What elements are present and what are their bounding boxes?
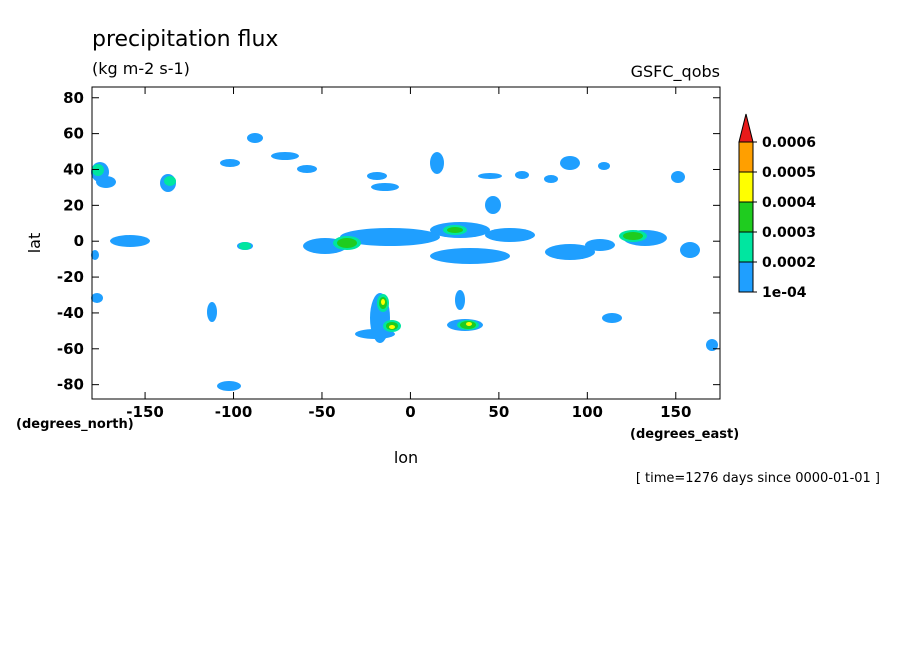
- contour-region: [220, 159, 240, 167]
- contour-region: [485, 228, 535, 242]
- contour-region: [340, 228, 440, 246]
- contour-region: [355, 329, 395, 339]
- contour-region: [466, 322, 472, 326]
- contour-region: [515, 171, 529, 179]
- y-tick-label: -60: [57, 340, 84, 358]
- y-tick-label: 60: [63, 125, 84, 143]
- contour-region: [478, 173, 502, 179]
- x-tick-label: -50: [308, 403, 335, 421]
- colorbar-band: [738, 231, 754, 263]
- x-tick-label: 150: [660, 403, 691, 421]
- y-tick-label: 40: [63, 160, 84, 178]
- contour-region: [239, 242, 251, 250]
- colorbar-label: 0.0006: [762, 135, 816, 151]
- y-tick-label: -80: [57, 376, 84, 394]
- contour-region: [598, 162, 610, 170]
- plot-frame: [91, 86, 721, 400]
- y-tick-label: -40: [57, 304, 84, 322]
- contour-region: [560, 156, 580, 170]
- x-units: (degrees_east): [630, 427, 739, 442]
- contour-region: [91, 250, 99, 260]
- contour-region: [545, 244, 595, 260]
- y-units: (degrees_north): [16, 417, 134, 432]
- colorbar-band: [738, 171, 754, 203]
- x-tick-label: 0: [405, 403, 415, 421]
- y-tick-label: 0: [74, 232, 84, 250]
- y-tick-label: -20: [57, 268, 84, 286]
- colorbar-label: 0.0002: [762, 255, 816, 271]
- contour-region: [430, 152, 444, 174]
- contour-region: [96, 176, 116, 188]
- x-tick-label: -150: [126, 403, 164, 421]
- colorbar-over: [738, 113, 754, 143]
- contour-region: [110, 235, 150, 247]
- contour-region: [207, 302, 217, 322]
- x-axis-title: lon: [394, 448, 418, 467]
- contour-region: [671, 171, 685, 183]
- contour-region: [706, 339, 718, 351]
- colorbar-label: 0.0004: [762, 195, 816, 211]
- contour-region: [164, 176, 176, 186]
- colorbar-band: [738, 261, 754, 293]
- contour-region: [381, 299, 385, 305]
- colorbar-label: 1e-04: [762, 285, 807, 301]
- x-tick-label: 100: [572, 403, 603, 421]
- contour-region: [91, 293, 103, 303]
- chart-title: precipitation flux: [92, 27, 278, 52]
- contour-region: [680, 242, 700, 258]
- contour-region: [485, 196, 501, 214]
- time-annotation: [ time=1276 days since 0000-01-01 ]: [636, 471, 880, 486]
- contour-region: [389, 325, 395, 329]
- y-tick-label: 80: [63, 89, 84, 107]
- contour-region: [455, 290, 465, 310]
- contour-field: [91, 133, 718, 391]
- contour-region: [430, 248, 510, 264]
- x-tick-label: -100: [215, 403, 253, 421]
- contour-region: [623, 232, 643, 240]
- contour-region: [544, 175, 558, 183]
- chart-subtitle: (kg m-2 s-1): [92, 59, 190, 78]
- contour-region: [602, 313, 622, 323]
- colorbar-band: [738, 141, 754, 173]
- y-axis-title: lat: [25, 233, 44, 254]
- colorbar-label: 0.0003: [762, 225, 816, 241]
- contour-region: [247, 133, 263, 143]
- contour-region: [297, 165, 317, 173]
- colorbar-band: [738, 201, 754, 233]
- contour-region: [447, 227, 463, 233]
- contour-region: [367, 172, 387, 180]
- colorbar-label: 0.0005: [762, 165, 816, 181]
- x-tick-label: 50: [488, 403, 509, 421]
- contour-region: [92, 164, 104, 176]
- contour-region: [271, 152, 299, 160]
- contour-region: [371, 183, 399, 191]
- dataset-label: GSFC_qobs: [631, 62, 720, 82]
- contour-region: [585, 239, 615, 251]
- contour-region: [217, 381, 241, 391]
- contour-region: [337, 238, 357, 248]
- y-tick-label: 20: [63, 196, 84, 214]
